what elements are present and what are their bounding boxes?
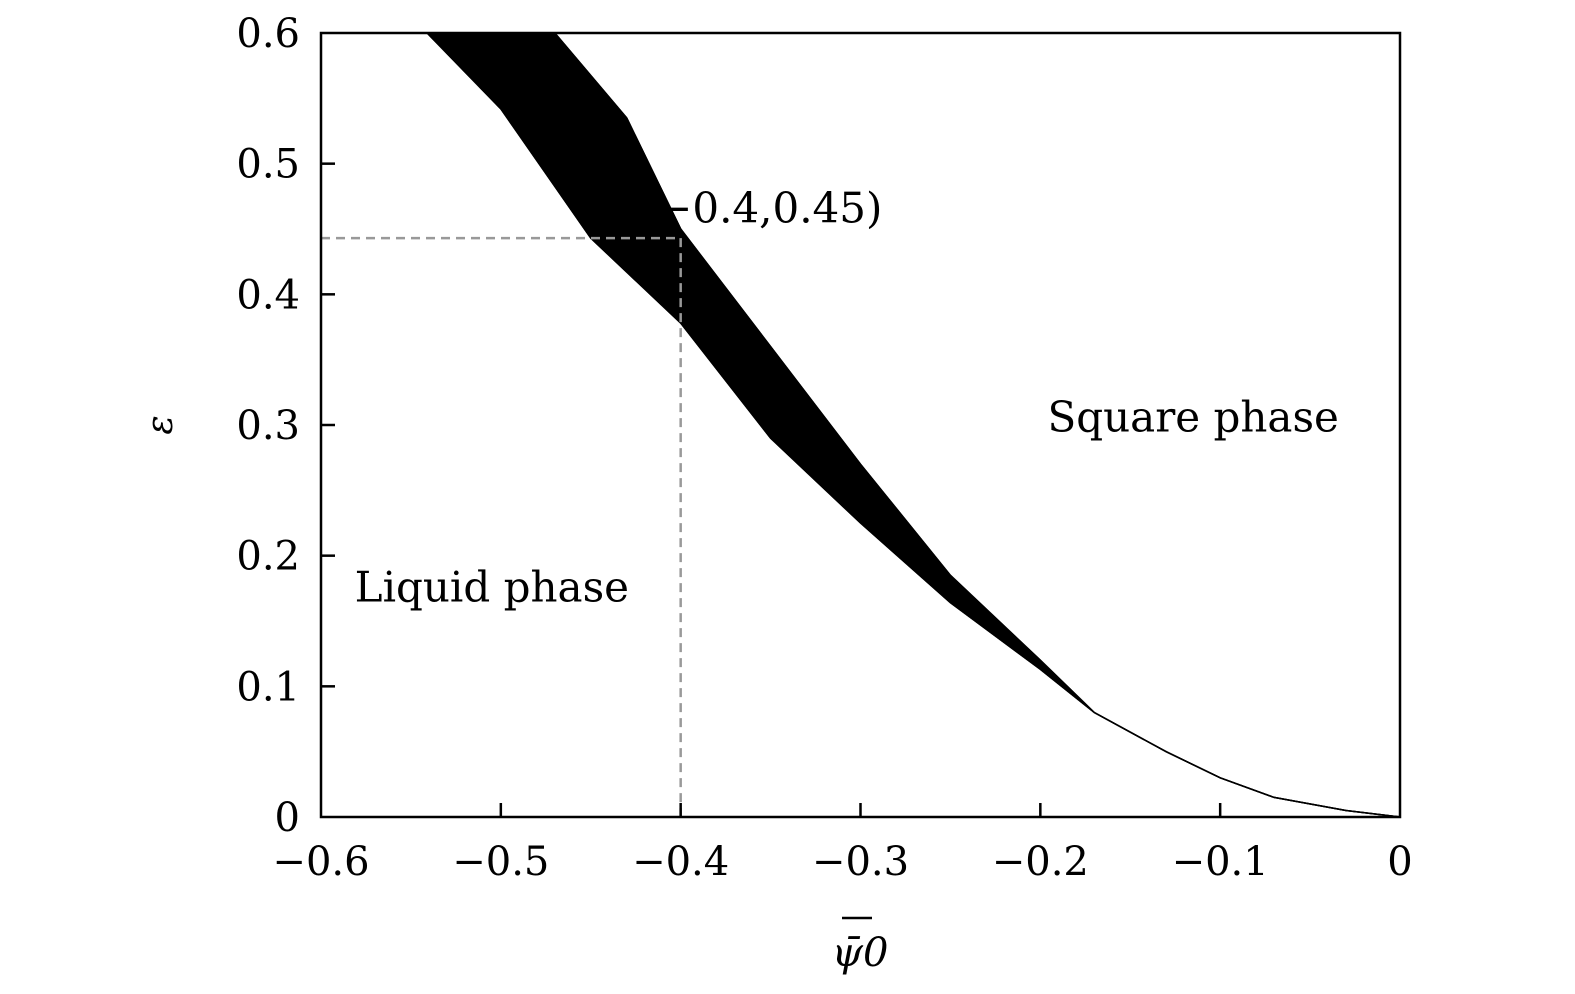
y-tick-label: 0.5: [236, 142, 300, 188]
square-phase-label: Square phase: [1047, 393, 1338, 442]
x-axis-label-text: ψ̄0: [832, 930, 889, 976]
y-tick-label: 0: [275, 795, 300, 841]
x-tick-label: −0.5: [452, 839, 549, 885]
y-tick-label: 0.2: [236, 534, 300, 580]
x-tick-label: −0.3: [812, 839, 909, 885]
annotation-layer: (−0.4,0.45) Square phase Liquid phase: [355, 183, 1339, 611]
x-tick-label: −0.4: [632, 839, 729, 885]
y-tick-label: 0.6: [236, 11, 300, 57]
y-tick-label: 0.1: [236, 664, 300, 710]
x-tick-label: −0.6: [272, 839, 369, 885]
x-axis-label: ψ̄0: [832, 916, 889, 976]
liquid-phase-label: Liquid phase: [355, 562, 629, 611]
y-axis-label: ε: [140, 415, 181, 434]
x-tick-label: −0.1: [1172, 839, 1269, 885]
y-tick-label: 0.3: [236, 403, 300, 449]
x-tick-label: −0.2: [992, 839, 1089, 885]
upper-boundary-line: [554, 32, 1401, 818]
point-annotation: (−0.4,0.45): [641, 183, 883, 232]
y-tick-label: 0.4: [236, 272, 300, 318]
x-tick-label: 0: [1387, 839, 1412, 885]
tick-layer: −0.6 −0.5 −0.4 −0.3 −0.2 −0.1 0 0 0.1 0.2 0.3 0.4 0.…: [236, 11, 1412, 885]
